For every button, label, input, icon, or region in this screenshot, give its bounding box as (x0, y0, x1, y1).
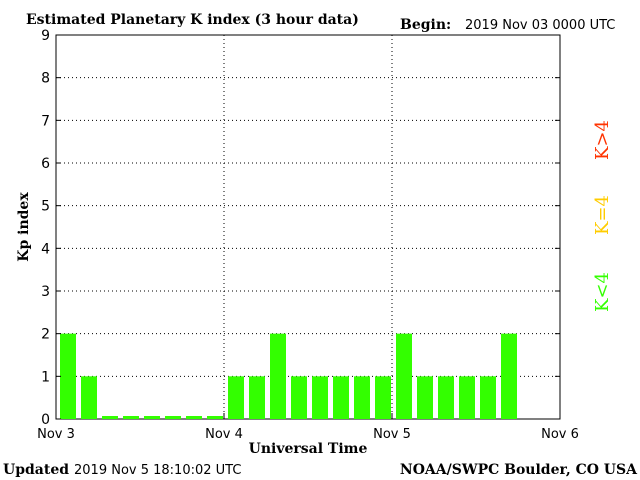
kp-bar (375, 376, 391, 419)
y-tick-label: 7 (41, 113, 50, 129)
kp-bar (396, 333, 412, 419)
kp-bar (333, 376, 349, 419)
x-tick-label: Nov 6 (541, 427, 579, 442)
kp-bar (354, 376, 370, 419)
chart-title: Estimated Planetary K index (3 hour data… (26, 12, 359, 28)
kp-bar (228, 376, 244, 419)
y-tick-label: 8 (41, 71, 50, 87)
y-tick-label: 0 (41, 412, 50, 428)
x-tick-label: Nov 3 (37, 427, 75, 442)
kp-bar (501, 333, 517, 419)
kp-bar (417, 376, 433, 419)
legend-k-less-4: K<4 (592, 272, 613, 312)
y-tick-label: 9 (41, 28, 50, 44)
x-tick-label: Nov 5 (373, 427, 411, 442)
kp-bar (291, 376, 307, 419)
begin-label: Begin: (400, 17, 451, 33)
kp-bar (312, 376, 328, 419)
kp-bar (123, 416, 139, 419)
y-tick-label: 5 (41, 199, 50, 215)
grid-lines (56, 35, 560, 419)
legend-k-greater-4: K>4 (592, 120, 613, 160)
y-tick-label: 2 (41, 327, 50, 343)
begin-value: 2019 Nov 03 0000 UTC (465, 18, 615, 33)
x-axis-ticks: Nov 3 Nov 4 Nov 5 Nov 6 (37, 413, 579, 442)
y-tick-label: 3 (41, 284, 50, 300)
kp-bar (207, 416, 223, 419)
y-tick-label: 1 (41, 369, 50, 385)
x-tick-label: Nov 4 (205, 427, 243, 442)
kp-bar (249, 376, 265, 419)
bar-series (60, 333, 517, 419)
kp-bar (438, 376, 454, 419)
y-tick-label: 6 (41, 156, 50, 172)
kp-bar (165, 416, 181, 419)
x-axis-label: Universal Time (249, 441, 368, 457)
y-axis-label: Kp index (16, 192, 32, 262)
kp-bar (60, 333, 76, 419)
kp-bar (270, 333, 286, 419)
updated-label: Updated (3, 462, 69, 478)
updated-value: 2019 Nov 5 18:10:02 UTC (74, 463, 241, 478)
kp-bar (81, 376, 97, 419)
plot-frame (55, 34, 561, 420)
legend-k-equal-4: K=4 (592, 195, 613, 235)
y-axis-ticks: 0 1 2 3 4 5 6 7 8 9 (41, 28, 560, 428)
kp-bar (186, 416, 202, 419)
y-tick-label: 4 (41, 241, 50, 257)
kp-bar (102, 416, 118, 419)
kp-bar (480, 376, 496, 419)
kp-bar (144, 416, 160, 419)
credit-text: NOAA/SWPC Boulder, CO USA (400, 462, 638, 478)
kp-bar (459, 376, 475, 419)
